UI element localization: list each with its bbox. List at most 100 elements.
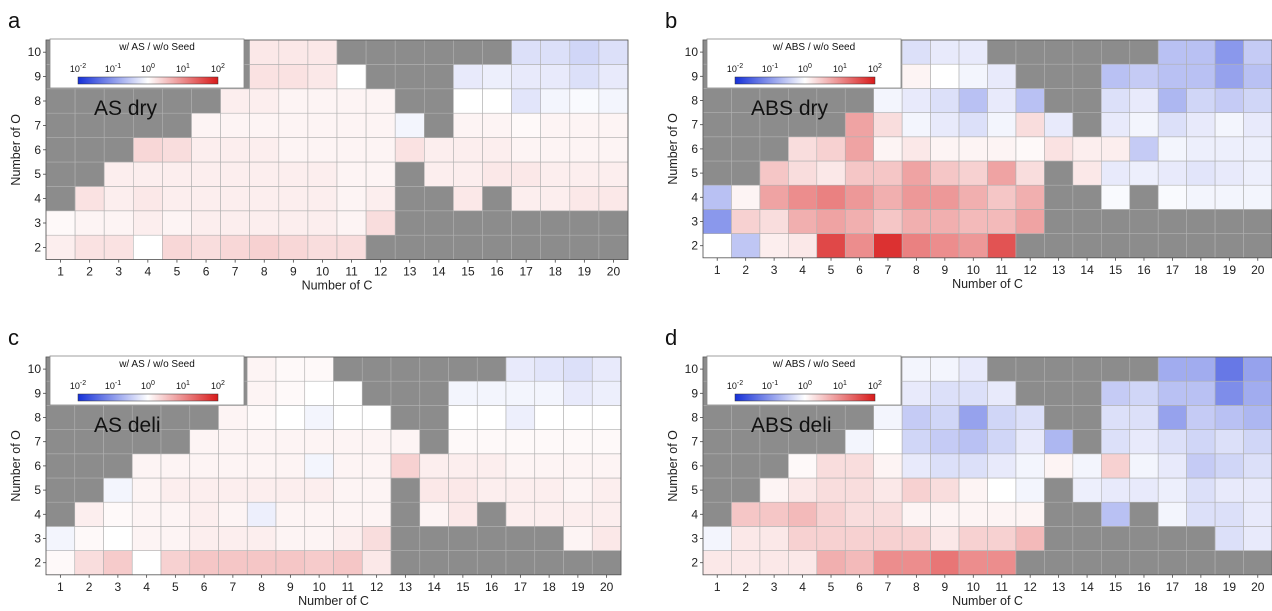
heatmap-cell — [1243, 136, 1272, 162]
heatmap-cell — [1015, 112, 1045, 138]
heatmap-cell — [591, 550, 622, 576]
heatmap-cell — [476, 429, 507, 455]
heatmap-cell — [930, 209, 960, 234]
heatmap-cell — [133, 186, 163, 212]
heatmap-cell — [1015, 477, 1045, 503]
heatmap-cell — [249, 137, 280, 163]
heatmap-cell — [390, 501, 421, 527]
heatmap-cell — [307, 161, 338, 187]
heatmap-panel-d: 1 2 3 4 5 6 7 8 9 10 11 12 13 14 15 16 17 18 19 20234567891… — [665, 325, 1272, 608]
heatmap-cell — [1186, 136, 1216, 162]
heatmap-cell — [1101, 184, 1131, 210]
heatmap-cell — [1015, 88, 1045, 113]
heatmap-cell — [218, 501, 248, 527]
heatmap-cell — [759, 88, 789, 113]
heatmap-cell — [1044, 63, 1074, 89]
heatmap-cell — [1101, 429, 1131, 455]
x-tick-label: 11 — [345, 265, 358, 279]
heatmap-cell — [816, 477, 846, 503]
heatmap-cell — [423, 234, 454, 260]
heatmap-cell — [816, 526, 846, 551]
heatmap-cell — [453, 112, 483, 138]
heatmap-cell — [220, 186, 251, 212]
heatmap-cell — [702, 233, 732, 259]
heatmap-cell — [1243, 550, 1272, 576]
heatmap-cell — [1186, 39, 1216, 65]
heatmap-cell — [1101, 39, 1131, 65]
heatmap-cell — [759, 209, 789, 234]
heatmap-cell — [873, 501, 903, 527]
heatmap-cell — [930, 88, 960, 113]
heatmap-cell — [218, 429, 248, 455]
heatmap-cell — [365, 186, 396, 212]
heatmap-cell — [731, 160, 761, 186]
heatmap-cell — [74, 526, 104, 551]
x-tick-label: 20 — [600, 580, 614, 594]
heatmap-cell — [958, 63, 988, 89]
heatmap-cell — [958, 233, 988, 259]
heatmap-cell — [361, 453, 392, 479]
heatmap-cell — [74, 210, 105, 236]
heatmap-cell — [191, 186, 221, 212]
heatmap-cell — [844, 184, 875, 210]
heatmap-cell — [1015, 453, 1045, 479]
panel-title: AS dry — [94, 97, 158, 120]
heatmap-cell — [930, 39, 960, 65]
heatmap-cell — [131, 477, 162, 503]
heatmap-cell — [844, 405, 875, 430]
heatmap-cell — [788, 112, 818, 138]
heatmap-cell — [873, 136, 903, 162]
x-tick-label: 11 — [995, 263, 1008, 277]
heatmap-cell — [133, 234, 163, 260]
colorbar-tick-label: 102 — [211, 380, 225, 391]
x-tick-label: 5 — [172, 580, 179, 594]
heatmap-cell — [74, 234, 105, 260]
heatmap-cell — [1044, 429, 1074, 455]
x-tick-label: 19 — [571, 580, 585, 594]
y-tick-label: 9 — [691, 69, 698, 83]
heatmap-cell — [1186, 356, 1216, 382]
heatmap-cell — [930, 477, 960, 503]
heatmap-cell — [482, 137, 512, 163]
heatmap-cell — [873, 550, 903, 576]
heatmap-cell — [390, 405, 421, 430]
heatmap-cell — [133, 88, 163, 114]
colorbar-gradient — [77, 393, 219, 402]
heatmap-cell — [569, 64, 600, 90]
y-axis-label: Number of O — [666, 113, 680, 185]
heatmap-panel-a: 1 2 3 4 5 6 7 8 9 10 11 12 13 14 15 16 17 18 19 20234567891… — [8, 8, 629, 293]
heatmap-cell — [336, 210, 367, 236]
heatmap-cell — [1157, 160, 1187, 186]
heatmap-cell — [103, 526, 133, 551]
heatmap-cell — [540, 64, 571, 90]
heatmap-cell — [958, 184, 988, 210]
heatmap-cell — [249, 64, 280, 90]
heatmap-cell — [246, 550, 277, 576]
heatmap-cell — [563, 380, 593, 406]
heatmap-cell — [1214, 526, 1244, 551]
heatmap-cell — [534, 405, 564, 430]
heatmap-cell — [759, 405, 789, 430]
x-tick-label: 5 — [828, 580, 835, 594]
heatmap-cell — [74, 186, 105, 212]
heatmap-cell — [1186, 477, 1216, 503]
heatmap-cell — [1186, 88, 1216, 113]
heatmap-cell — [1072, 209, 1102, 234]
colorbar-tick-label: 10-1 — [105, 63, 121, 74]
heatmap-cell — [987, 112, 1017, 138]
heatmap-cell — [1157, 356, 1187, 382]
heatmap-cell — [816, 550, 846, 576]
heatmap-cell — [131, 526, 162, 551]
x-tick-label: 11 — [342, 580, 355, 594]
heatmap-cell — [1044, 136, 1074, 162]
heatmap-cell — [534, 477, 564, 503]
x-tick-label: 14 — [427, 580, 441, 594]
x-tick-label: 3 — [115, 580, 122, 594]
heatmap-cell — [482, 112, 512, 138]
heatmap-cell — [361, 501, 392, 527]
heatmap-cell — [1044, 233, 1074, 259]
heatmap-cell — [453, 64, 483, 90]
x-tick-label: 15 — [1109, 263, 1123, 277]
colorbar-tick-label: 10-2 — [70, 63, 86, 74]
heatmap-cell — [1157, 501, 1187, 527]
